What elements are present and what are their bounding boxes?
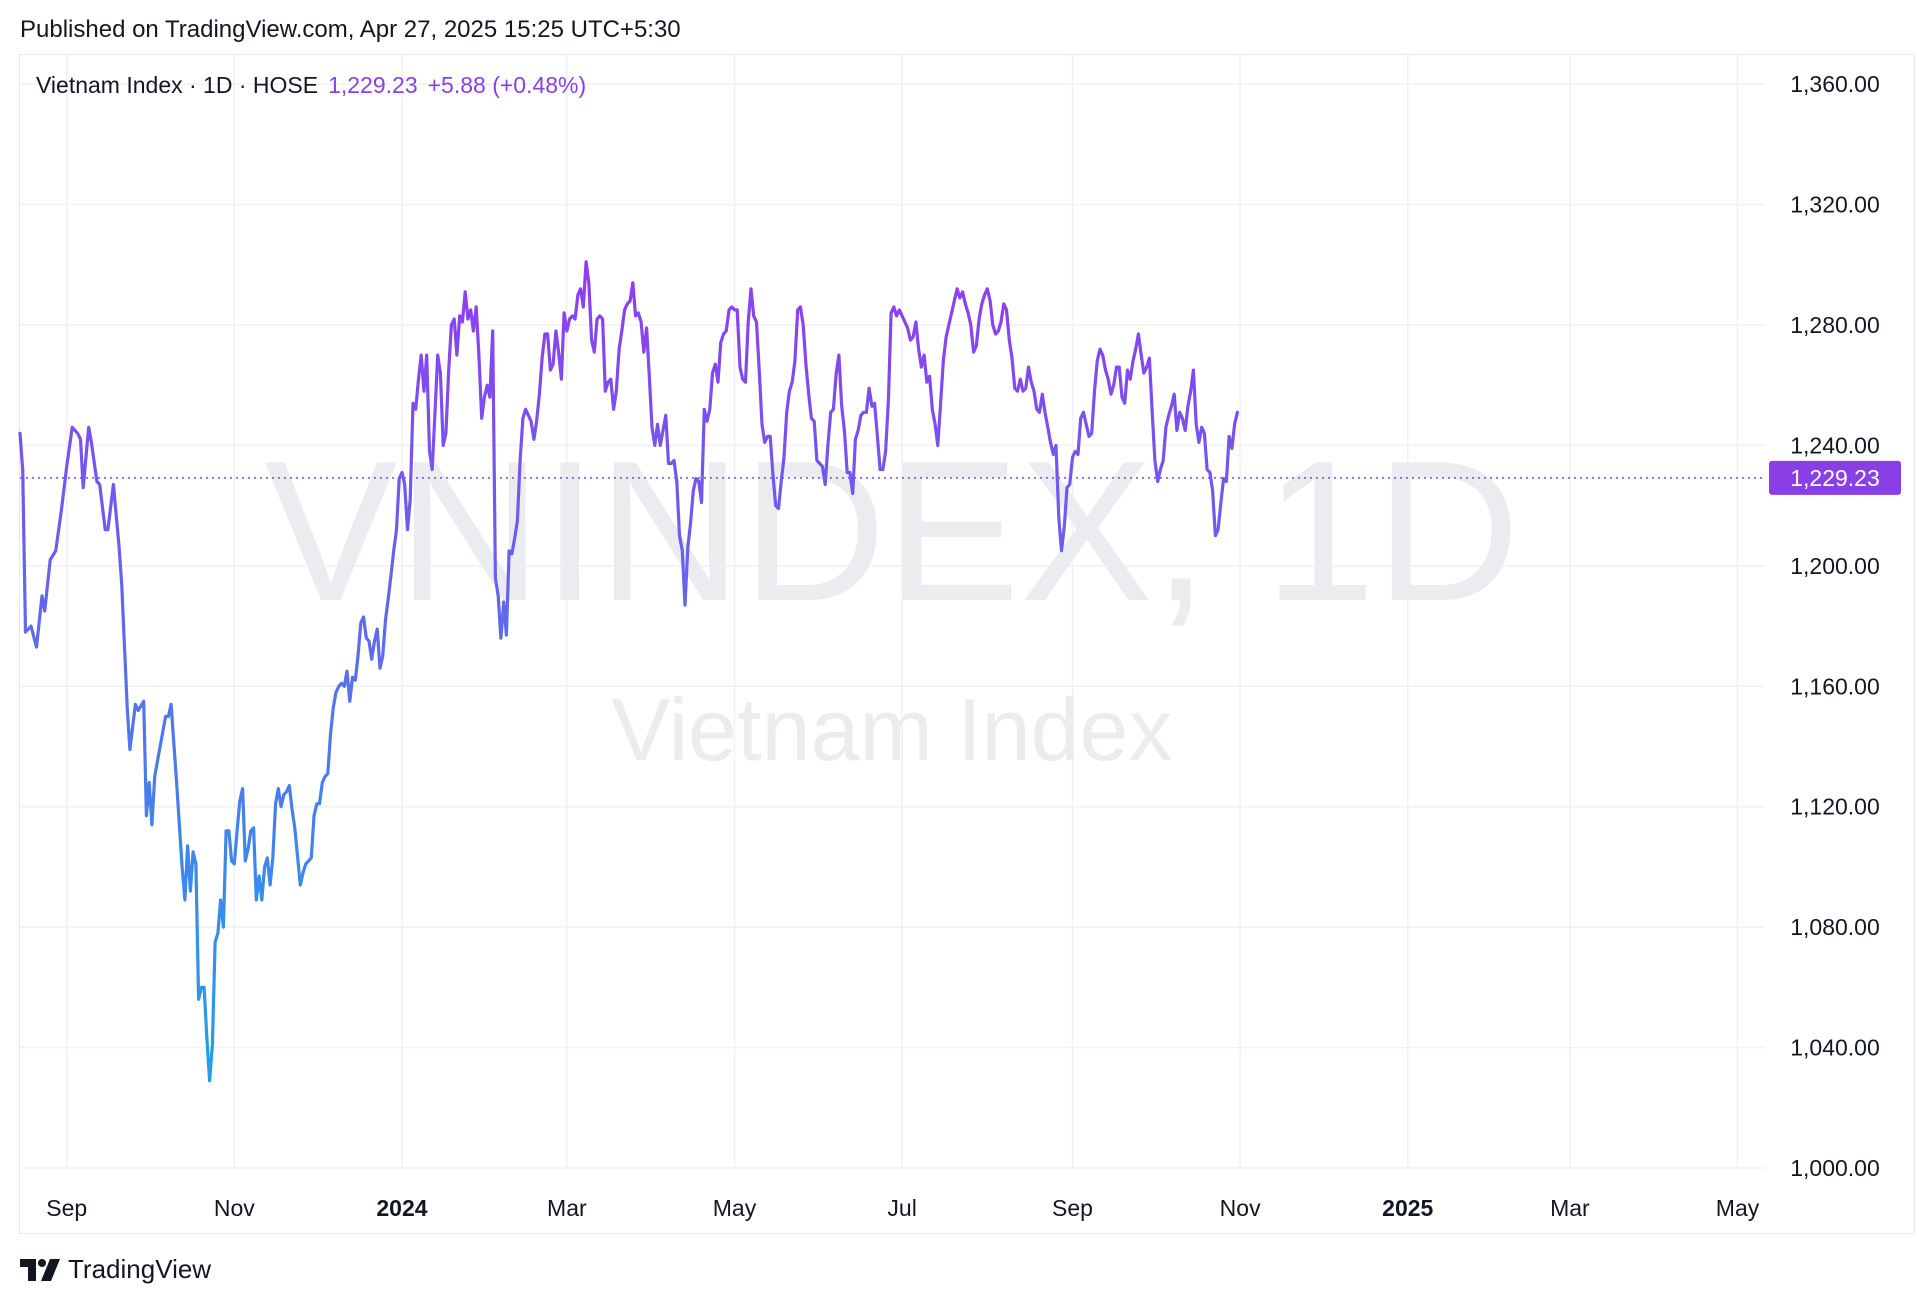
y-tick-label: 1,160.00 — [1790, 673, 1880, 699]
y-tick-label: 1,200.00 — [1790, 553, 1880, 579]
last-price-label-text: 1,229.23 — [1790, 465, 1880, 491]
x-tick-label: 2025 — [1382, 1195, 1433, 1221]
watermark: VNINDEX, 1D Vietnam Index — [264, 420, 1520, 779]
y-tick-label: 1,320.00 — [1790, 192, 1880, 218]
x-tick-label: Mar — [547, 1195, 587, 1221]
x-tick-label: Sep — [46, 1195, 87, 1221]
x-axis[interactable]: Sep Nov 2024 Mar May Jul Sep Nov 2025 Mar May — [46, 1195, 1759, 1221]
tradingview-logo[interactable]: TradingView — [20, 1254, 211, 1285]
x-tick-label: May — [1716, 1195, 1760, 1221]
x-tick-label: Mar — [1550, 1195, 1590, 1221]
last-price-label-box — [1769, 460, 1901, 495]
y-tick-label: 1,080.00 — [1790, 914, 1880, 940]
legend-symbol: Vietnam Index · 1D · HOSE — [36, 72, 319, 98]
x-tick-label: Nov — [214, 1195, 255, 1221]
series-layer — [18, 260, 1239, 1083]
y-tick-label: 1,360.00 — [1790, 71, 1880, 97]
x-tick-label: Sep — [1052, 1195, 1093, 1221]
series-line — [18, 260, 1239, 1083]
legend-change: +5.88 (+0.48%) — [427, 72, 587, 98]
x-tick-label: 2024 — [376, 1195, 427, 1221]
published-caption: Published on TradingView.com, Apr 27, 20… — [20, 16, 681, 43]
chart-frame[interactable] — [19, 54, 1915, 1234]
y-axis[interactable]: 1,000.00 1,040.00 1,080.00 1,120.00 1,160.00… — [1790, 71, 1880, 1181]
x-tick-label: Jul — [887, 1195, 916, 1221]
legend[interactable]: Vietnam Index · 1D · HOSE 1,229.23 +5.88 (… — [36, 72, 586, 99]
watermark-main: VNINDEX, 1D — [264, 420, 1520, 643]
legend-last-value: 1,229.23 — [328, 72, 418, 98]
x-tick-label: May — [713, 1195, 757, 1221]
x-tick-label: Nov — [1220, 1195, 1261, 1221]
grid-lines — [20, 54, 1765, 1169]
last-price-label: 1,229.23 — [1769, 460, 1901, 495]
y-tick-label: 1,000.00 — [1790, 1155, 1880, 1181]
y-tick-label: 1,120.00 — [1790, 794, 1880, 820]
y-tick-label: 1,240.00 — [1790, 432, 1880, 458]
brand-name: TradingView — [68, 1254, 212, 1284]
watermark-sub: Vietnam Index — [612, 680, 1173, 779]
y-tick-label: 1,040.00 — [1790, 1035, 1880, 1061]
y-tick-label: 1,280.00 — [1790, 312, 1880, 338]
tradingview-logo-icon — [20, 1258, 60, 1281]
